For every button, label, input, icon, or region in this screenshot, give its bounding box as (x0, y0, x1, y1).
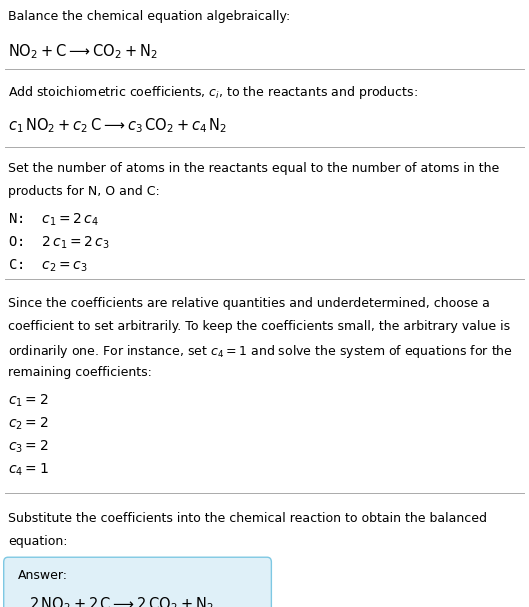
Text: products for N, O and C:: products for N, O and C: (8, 185, 160, 198)
Text: $\mathrm{2\, NO_2 + 2\, C \longrightarrow 2\, CO_2 + N_2}$: $\mathrm{2\, NO_2 + 2\, C \longrightarro… (29, 595, 214, 607)
Text: C:  $c_2 = c_3$: C: $c_2 = c_3$ (8, 257, 88, 274)
Text: Substitute the coefficients into the chemical reaction to obtain the balanced: Substitute the coefficients into the che… (8, 512, 487, 524)
Text: $c_3 = 2$: $c_3 = 2$ (8, 438, 49, 455)
Text: Answer:: Answer: (17, 569, 68, 582)
Text: Add stoichiometric coefficients, $c_i$, to the reactants and products:: Add stoichiometric coefficients, $c_i$, … (8, 84, 418, 101)
Text: Since the coefficients are relative quantities and underdetermined, choose a: Since the coefficients are relative quan… (8, 297, 490, 310)
FancyBboxPatch shape (4, 557, 271, 607)
Text: $c_1 = 2$: $c_1 = 2$ (8, 392, 49, 409)
Text: N:  $c_1 = 2\, c_4$: N: $c_1 = 2\, c_4$ (8, 211, 99, 228)
Text: $c_2 = 2$: $c_2 = 2$ (8, 415, 49, 432)
Text: $\mathrm{NO_2 + C \longrightarrow CO_2 + N_2}$: $\mathrm{NO_2 + C \longrightarrow CO_2 +… (8, 42, 158, 61)
Text: $c_4 = 1$: $c_4 = 1$ (8, 461, 49, 478)
Text: Set the number of atoms in the reactants equal to the number of atoms in the: Set the number of atoms in the reactants… (8, 162, 499, 175)
Text: ordinarily one. For instance, set $c_4 = 1$ and solve the system of equations fo: ordinarily one. For instance, set $c_4 =… (8, 343, 513, 360)
Text: $c_1\, \mathrm{NO_2} + c_2\, \mathrm{C} \longrightarrow c_3\, \mathrm{CO_2} + c_: $c_1\, \mathrm{NO_2} + c_2\, \mathrm{C} … (8, 117, 227, 135)
Text: equation:: equation: (8, 535, 67, 548)
Text: Balance the chemical equation algebraically:: Balance the chemical equation algebraica… (8, 10, 290, 22)
Text: O:  $2\, c_1 = 2\, c_3$: O: $2\, c_1 = 2\, c_3$ (8, 234, 110, 251)
Text: coefficient to set arbitrarily. To keep the coefficients small, the arbitrary va: coefficient to set arbitrarily. To keep … (8, 320, 510, 333)
Text: remaining coefficients:: remaining coefficients: (8, 366, 152, 379)
